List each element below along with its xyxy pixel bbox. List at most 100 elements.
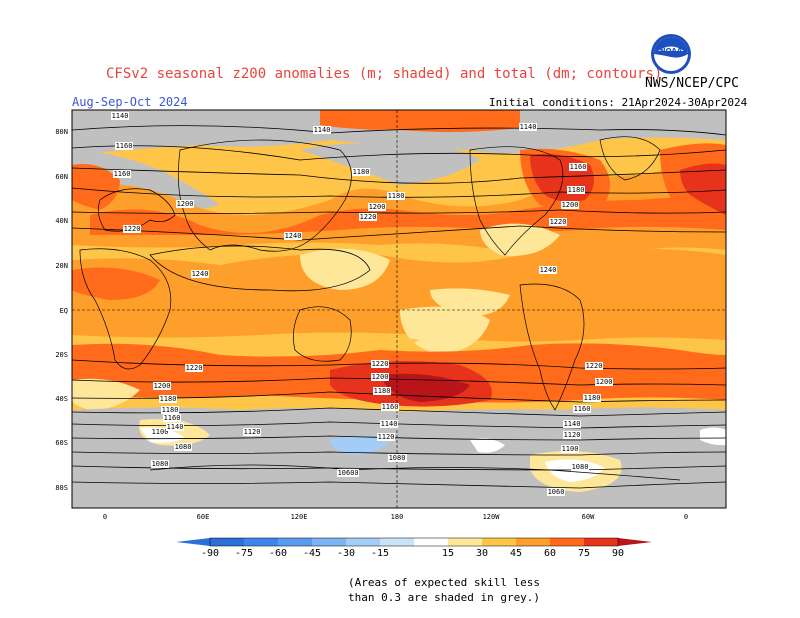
legend-swatch (346, 538, 380, 546)
contour-label-bg (123, 225, 141, 233)
contour-label-bg (380, 420, 398, 428)
legend-value: -90 (201, 548, 219, 559)
contour-label-bg (595, 378, 613, 386)
contour-label: 1160 (116, 142, 133, 150)
contour-label: 1220 (372, 360, 389, 368)
contour-label: 1220 (360, 213, 377, 221)
contour-label: 1080 (175, 443, 192, 451)
contour-label-bg (539, 266, 557, 274)
contour-label-bg (337, 469, 355, 477)
contour-label: 1180 (160, 395, 177, 403)
contour-label-bg (573, 405, 591, 413)
contour-label-bg (561, 445, 579, 453)
contour-label-bg (585, 362, 603, 370)
initial-conditions: Initial conditions: 21Apr2024-30Apr2024 (489, 96, 748, 109)
contour-label: 1100 (152, 428, 169, 436)
contour-label-bg (368, 203, 386, 211)
contour-label: 1140 (520, 123, 537, 131)
contour-label: 1240 (540, 266, 557, 274)
height-contours (72, 125, 726, 489)
contour-label: 1080 (572, 463, 589, 471)
contour-label: 1060 (548, 488, 565, 496)
contour-label-bg (567, 186, 585, 194)
skill-note-line2: than 0.3 are shaded in grey.) (348, 591, 541, 604)
contour-label-bg (115, 142, 133, 150)
contour-label: 1220 (586, 362, 603, 370)
contour-label: 1180 (353, 168, 370, 176)
legend-swatch (482, 538, 516, 546)
legend-value: 75 (578, 548, 590, 559)
contour-label: 1160 (164, 414, 181, 422)
contour-label: 1200 (177, 200, 194, 208)
contour-label: 1200 (562, 201, 579, 209)
contour-label: 1100 (562, 445, 579, 453)
contour-label: 1200 (369, 203, 386, 211)
legend-swatch (380, 538, 414, 546)
lon-tick-label: 60E (197, 513, 210, 521)
contour-label-bg (371, 360, 389, 368)
legend-swatch (244, 538, 278, 546)
contour-label: 1140 (381, 420, 398, 428)
lat-tick-label: 40N (55, 217, 68, 225)
contour-label-bg (547, 488, 565, 496)
contour-label-bg (377, 433, 395, 441)
contour-label-bg (519, 123, 537, 131)
lat-tick-label: 80S (55, 484, 68, 492)
contour-label-bg (161, 406, 179, 414)
contour-label: 1180 (388, 192, 405, 200)
contour-label-bg (583, 394, 601, 402)
skill-note-line1: (Areas of expected skill less (348, 576, 541, 589)
contour-label-bg (243, 428, 261, 436)
contour-label: 1140 (167, 423, 184, 431)
contour-label-bg (151, 460, 169, 468)
legend-value: -75 (235, 548, 253, 559)
contour-label: 1140 (112, 112, 129, 120)
contour-label-bg (185, 364, 203, 372)
contour-label: 1120 (378, 433, 395, 441)
lat-tick-label: 80N (55, 128, 68, 136)
contour-label-bg (153, 382, 171, 390)
legend-arrow-low (176, 538, 210, 546)
contour-label: 1180 (568, 186, 585, 194)
legend-value: -45 (303, 548, 321, 559)
contour-label: 1160 (382, 403, 399, 411)
contour-label-bg (352, 168, 370, 176)
latitude-ticks: 80N 60N 40N 20N EQ 20S 40S 60S 80S (55, 128, 68, 492)
contour-label-bg (561, 201, 579, 209)
lon-tick-label: 180 (391, 513, 404, 521)
contour-label-bg (569, 163, 587, 171)
contour-label: 1160 (574, 405, 591, 413)
contour-label-bg (174, 443, 192, 451)
contour-label-bg (163, 414, 181, 422)
legend-swatch (550, 538, 584, 546)
contour-label: 1140 (564, 420, 581, 428)
contour-label-bg (151, 428, 169, 436)
coastlines (79, 136, 681, 481)
contour-label-bg (176, 200, 194, 208)
legend-swatch (312, 538, 346, 546)
contour-label-bg (373, 387, 391, 395)
legend-value: 60 (544, 548, 556, 559)
contour-label: 1180 (584, 394, 601, 402)
contour-label-bg (359, 213, 377, 221)
legend-swatch (584, 538, 618, 546)
noaa-logo: NOAA (651, 34, 691, 74)
lat-tick-label: 60S (55, 439, 68, 447)
contour-label: 1220 (550, 218, 567, 226)
legend-swatch (448, 538, 482, 546)
contour-label: 1180 (374, 387, 391, 395)
contour-label: 1200 (154, 382, 171, 390)
lon-tick-label: 60W (582, 513, 595, 521)
contour-label: 1220 (124, 225, 141, 233)
contour-label-bg (313, 126, 331, 134)
contour-label-bg (159, 395, 177, 403)
legend-value: 45 (510, 548, 522, 559)
legend-swatch (210, 538, 244, 546)
contour-label: 1180 (162, 406, 179, 414)
lat-tick-label: 20S (55, 351, 68, 359)
legend-swatch (278, 538, 312, 546)
legend-arrow-high (618, 538, 652, 546)
contour-label-bg (166, 423, 184, 431)
lon-tick-label: 0 (103, 513, 107, 521)
